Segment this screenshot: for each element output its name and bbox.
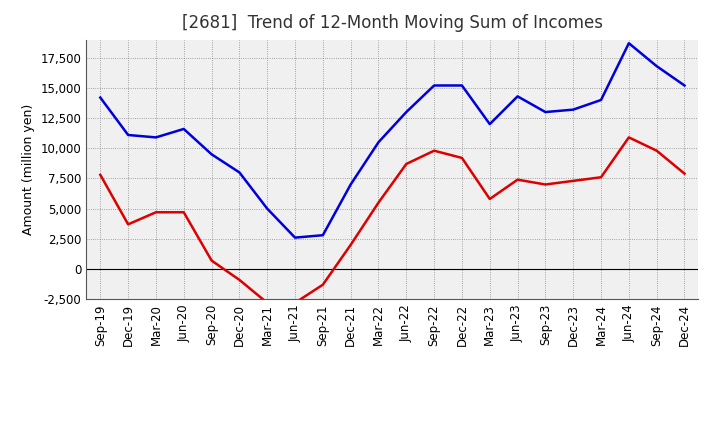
Ordinary Income (152, 135, 161, 140)
Ordinary Income (652, 63, 661, 69)
Net Income (179, 209, 188, 215)
Ordinary Income (458, 83, 467, 88)
Net Income (624, 135, 633, 140)
Net Income (96, 172, 104, 177)
Net Income (346, 242, 355, 248)
Net Income (485, 196, 494, 202)
Net Income (152, 209, 161, 215)
Ordinary Income (485, 121, 494, 127)
Ordinary Income (680, 83, 689, 88)
Net Income (652, 148, 661, 153)
Ordinary Income (207, 152, 216, 157)
Net Income (541, 182, 550, 187)
Ordinary Income (430, 83, 438, 88)
Net Income (513, 177, 522, 182)
Net Income (207, 258, 216, 263)
Ordinary Income (624, 40, 633, 46)
Net Income (124, 222, 132, 227)
Ordinary Income (374, 139, 383, 145)
Net Income (402, 161, 410, 167)
Line: Net Income: Net Income (100, 137, 685, 303)
Net Income (430, 148, 438, 153)
Net Income (235, 277, 243, 282)
Ordinary Income (541, 110, 550, 115)
Ordinary Income (346, 182, 355, 187)
Net Income (263, 300, 271, 305)
Ordinary Income (263, 206, 271, 211)
Net Income (569, 178, 577, 183)
Ordinary Income (597, 97, 606, 103)
Ordinary Income (402, 110, 410, 115)
Ordinary Income (569, 107, 577, 112)
Net Income (291, 300, 300, 305)
Net Income (374, 200, 383, 205)
Ordinary Income (179, 126, 188, 132)
Y-axis label: Amount (million yen): Amount (million yen) (22, 104, 35, 235)
Net Income (458, 155, 467, 161)
Net Income (318, 282, 327, 287)
Ordinary Income (124, 132, 132, 138)
Title: [2681]  Trend of 12-Month Moving Sum of Incomes: [2681] Trend of 12-Month Moving Sum of I… (182, 15, 603, 33)
Net Income (597, 175, 606, 180)
Ordinary Income (96, 95, 104, 100)
Line: Ordinary Income: Ordinary Income (100, 43, 685, 238)
Ordinary Income (291, 235, 300, 240)
Ordinary Income (235, 170, 243, 175)
Ordinary Income (318, 233, 327, 238)
Ordinary Income (513, 94, 522, 99)
Net Income (680, 171, 689, 176)
